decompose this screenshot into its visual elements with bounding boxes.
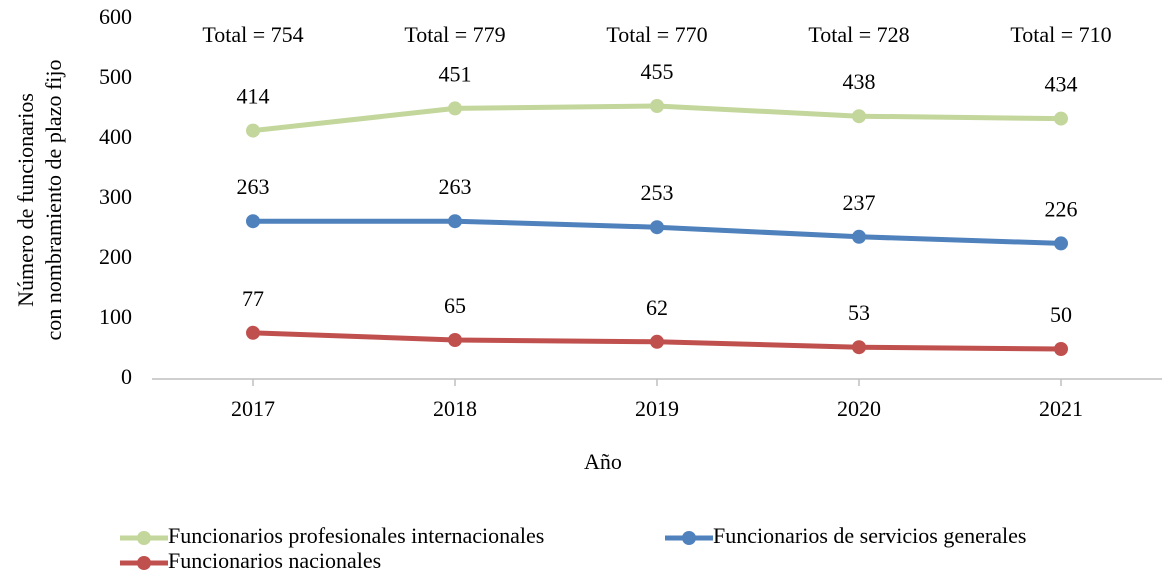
x-tick-label: 2017	[231, 396, 275, 421]
data-label: 77	[242, 286, 264, 311]
x-tick-label: 2021	[1039, 396, 1083, 421]
legend-marker	[137, 531, 151, 545]
legend-label: Funcionarios profesionales internacional…	[168, 523, 544, 548]
y-tick-label: 300	[99, 184, 132, 209]
legend-marker	[137, 556, 151, 570]
x-tick-label: 2019	[635, 396, 679, 421]
point	[1054, 236, 1068, 251]
point	[852, 229, 866, 244]
data-label: 263	[237, 174, 270, 199]
point	[246, 325, 260, 340]
point	[246, 123, 260, 138]
x-tick-label: 2020	[837, 396, 881, 421]
point	[650, 220, 664, 235]
data-label: 237	[843, 190, 876, 215]
legend-marker	[682, 531, 696, 545]
data-label: 455	[641, 59, 674, 84]
annotation: Total = 770	[606, 22, 707, 47]
annotation: Total = 710	[1010, 22, 1111, 47]
point	[650, 99, 664, 113]
y-tick-label: 0	[121, 364, 132, 389]
point	[1054, 342, 1068, 356]
data-label: 65	[444, 293, 466, 318]
point	[448, 101, 462, 116]
data-label: 438	[843, 69, 876, 94]
data-label: 226	[1045, 196, 1078, 221]
y-tick-label: 100	[99, 304, 132, 329]
data-label: 451	[439, 61, 472, 86]
data-label: 434	[1045, 72, 1078, 97]
x-axis-label: Año	[584, 449, 622, 474]
legend-label: Funcionarios nacionales	[168, 548, 381, 573]
y-axis-label: Número de funcionarios con nombramiento …	[13, 59, 66, 340]
point	[246, 214, 260, 229]
legend-label: Funcionarios de servicios generales	[713, 523, 1026, 548]
point	[448, 333, 462, 347]
point	[852, 109, 866, 124]
data-label: 62	[646, 295, 668, 320]
point	[852, 340, 866, 355]
point	[448, 214, 462, 229]
annotation: Total = 779	[404, 22, 505, 47]
annotation: Total = 754	[202, 22, 303, 47]
data-label: 53	[848, 300, 870, 325]
y-axis-label-line: con nombramiento de plazo fijo	[41, 59, 66, 340]
point	[650, 334, 664, 349]
annotation: Total = 728	[808, 22, 909, 47]
y-axis-label-line: Número de funcionarios	[13, 93, 38, 307]
y-tick-label: 200	[99, 244, 132, 269]
x-tick-label: 2018	[433, 396, 477, 421]
data-label: 50	[1050, 302, 1072, 327]
y-tick-label: 400	[99, 124, 132, 149]
y-tick-label: 500	[99, 64, 132, 89]
data-label: 253	[641, 180, 674, 205]
point	[1054, 111, 1068, 126]
data-label: 414	[237, 84, 270, 109]
y-tick-label: 600	[99, 4, 132, 29]
data-label: 263	[439, 174, 472, 199]
